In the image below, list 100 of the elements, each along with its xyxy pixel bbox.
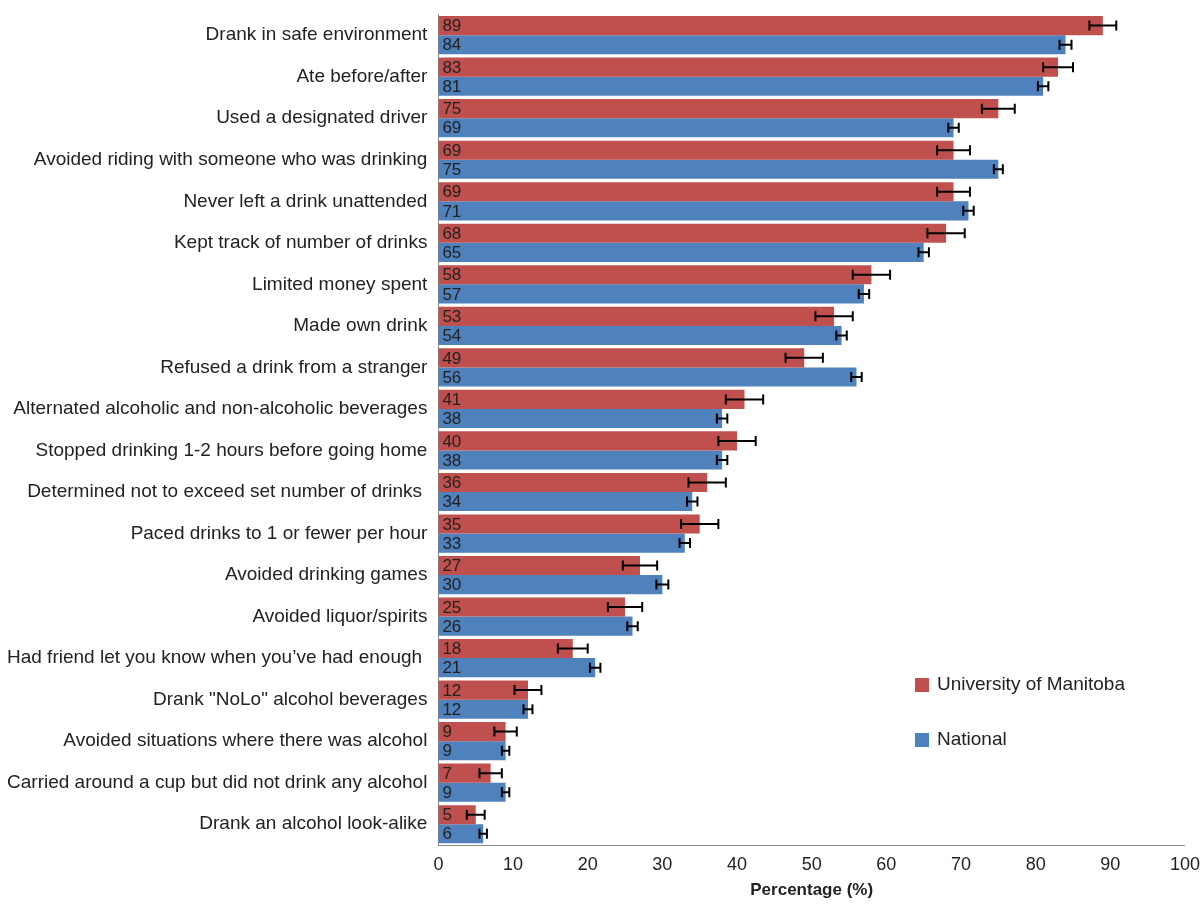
y-tick-label: Made own drink: [293, 314, 428, 336]
data-label: 56: [442, 367, 462, 387]
legend-label: University of Manitoba: [936, 673, 1126, 695]
y-tick-label: Avoided riding with someone who was drinking: [33, 147, 428, 169]
x-tick-label: 30: [652, 853, 673, 874]
data-label: 58: [442, 265, 462, 285]
data-label: 30: [442, 575, 462, 595]
bar: [438, 658, 596, 678]
data-label: 54: [442, 326, 462, 346]
data-label: 7: [442, 763, 452, 783]
bar: [438, 575, 663, 595]
data-label: 69: [442, 182, 462, 202]
data-label: 38: [442, 450, 462, 470]
x-tick-label: 20: [577, 853, 598, 874]
data-label: 40: [442, 431, 462, 451]
bar: [438, 118, 954, 138]
bar: [438, 431, 738, 451]
data-label: 9: [442, 782, 452, 802]
bar: [438, 533, 685, 553]
x-tick-label: 50: [801, 853, 822, 874]
bar: [438, 472, 708, 492]
bar: [438, 159, 999, 179]
data-label: 5: [442, 805, 452, 825]
data-label: 38: [442, 409, 462, 429]
bar: [438, 348, 805, 368]
data-label: 9: [442, 722, 452, 742]
data-label: 34: [442, 492, 462, 512]
bar: [438, 741, 506, 761]
data-label: 57: [442, 284, 462, 304]
bar: [438, 182, 954, 202]
y-tick-label: Drank "NoLo" alcohol beverages: [153, 687, 428, 709]
x-tick-label: 0: [433, 853, 444, 874]
bar: [438, 492, 693, 512]
data-label: 12: [442, 699, 462, 719]
x-tick-label: 40: [727, 853, 748, 874]
data-label: 69: [442, 140, 462, 160]
bar: [438, 223, 947, 243]
legend-label: National: [936, 728, 1007, 750]
data-label: 27: [442, 556, 462, 576]
y-tick-label: Limited money spent: [252, 272, 429, 294]
bar: [438, 514, 700, 534]
bar: [438, 389, 745, 409]
data-label: 12: [442, 680, 462, 700]
bar: [438, 616, 633, 636]
x-tick-label: 60: [876, 853, 897, 874]
data-label: 75: [442, 159, 462, 179]
bar: [438, 450, 723, 470]
x-tick-label: 90: [1100, 853, 1121, 874]
y-tick-label: Stopped drinking 1-2 hours before going home: [35, 438, 428, 460]
data-label: 65: [442, 243, 462, 263]
y-tick-label: Carried around a cup but did not drink any alcohol: [7, 770, 428, 792]
data-label: 53: [442, 307, 462, 327]
x-tick-label: 100: [1169, 853, 1201, 874]
y-tick-label: Drank an alcohol look-alike: [199, 812, 428, 834]
y-tick-label: Determined not to exceed set number of drinks: [27, 480, 428, 502]
bar: [438, 99, 999, 119]
data-label: 84: [442, 35, 462, 55]
bar: [438, 597, 626, 617]
bar: [438, 555, 640, 576]
bar: [438, 699, 528, 719]
bar: [438, 325, 842, 345]
x-axis-title: Percentage (%): [750, 880, 874, 900]
data-label: 21: [442, 658, 462, 678]
y-tick-label: Never left a drink unattended: [183, 189, 428, 211]
bar: [438, 722, 506, 742]
x-tick-label: 70: [950, 853, 972, 874]
data-label: 36: [442, 473, 462, 493]
y-tick-label: Kept track of number of drinks: [173, 231, 428, 253]
bar: [438, 367, 857, 387]
y-tick-label: Ate before/after: [296, 64, 429, 86]
data-label: 49: [442, 348, 462, 368]
bar: [438, 57, 1059, 77]
y-tick-label: Paced drinks to 1 or fewer per hour: [130, 521, 429, 543]
bar: [438, 306, 835, 326]
bar: [438, 763, 491, 783]
bar: [438, 140, 954, 160]
y-tick-label: Avoided drinking games: [224, 563, 428, 585]
bar: [438, 201, 969, 221]
bar: [438, 639, 573, 659]
data-label: 68: [442, 223, 462, 243]
data-label: 35: [442, 514, 462, 534]
bar: [438, 76, 1044, 96]
data-label: 26: [442, 616, 462, 636]
y-tick-label: Alternated alcoholic and non-alcoholic beverages: [13, 397, 428, 419]
y-tick-label: Refused a drink from a stranger: [160, 355, 429, 377]
data-label: 89: [442, 16, 462, 36]
data-label: 33: [442, 533, 462, 553]
data-label: 41: [442, 390, 462, 410]
data-label: 83: [442, 57, 462, 77]
bar: [438, 284, 864, 304]
y-tick-label: Avoided liquor/spirits: [252, 604, 428, 626]
y-tick-label: Drank in safe environment: [205, 23, 429, 45]
y-tick-label: Used a designated driver: [216, 106, 429, 128]
bar: [438, 782, 506, 802]
bar: [438, 242, 924, 262]
data-label: 81: [442, 76, 462, 96]
data-label: 18: [442, 639, 462, 659]
bar: [438, 265, 872, 285]
bar: [438, 35, 1066, 55]
data-label: 9: [442, 741, 452, 761]
